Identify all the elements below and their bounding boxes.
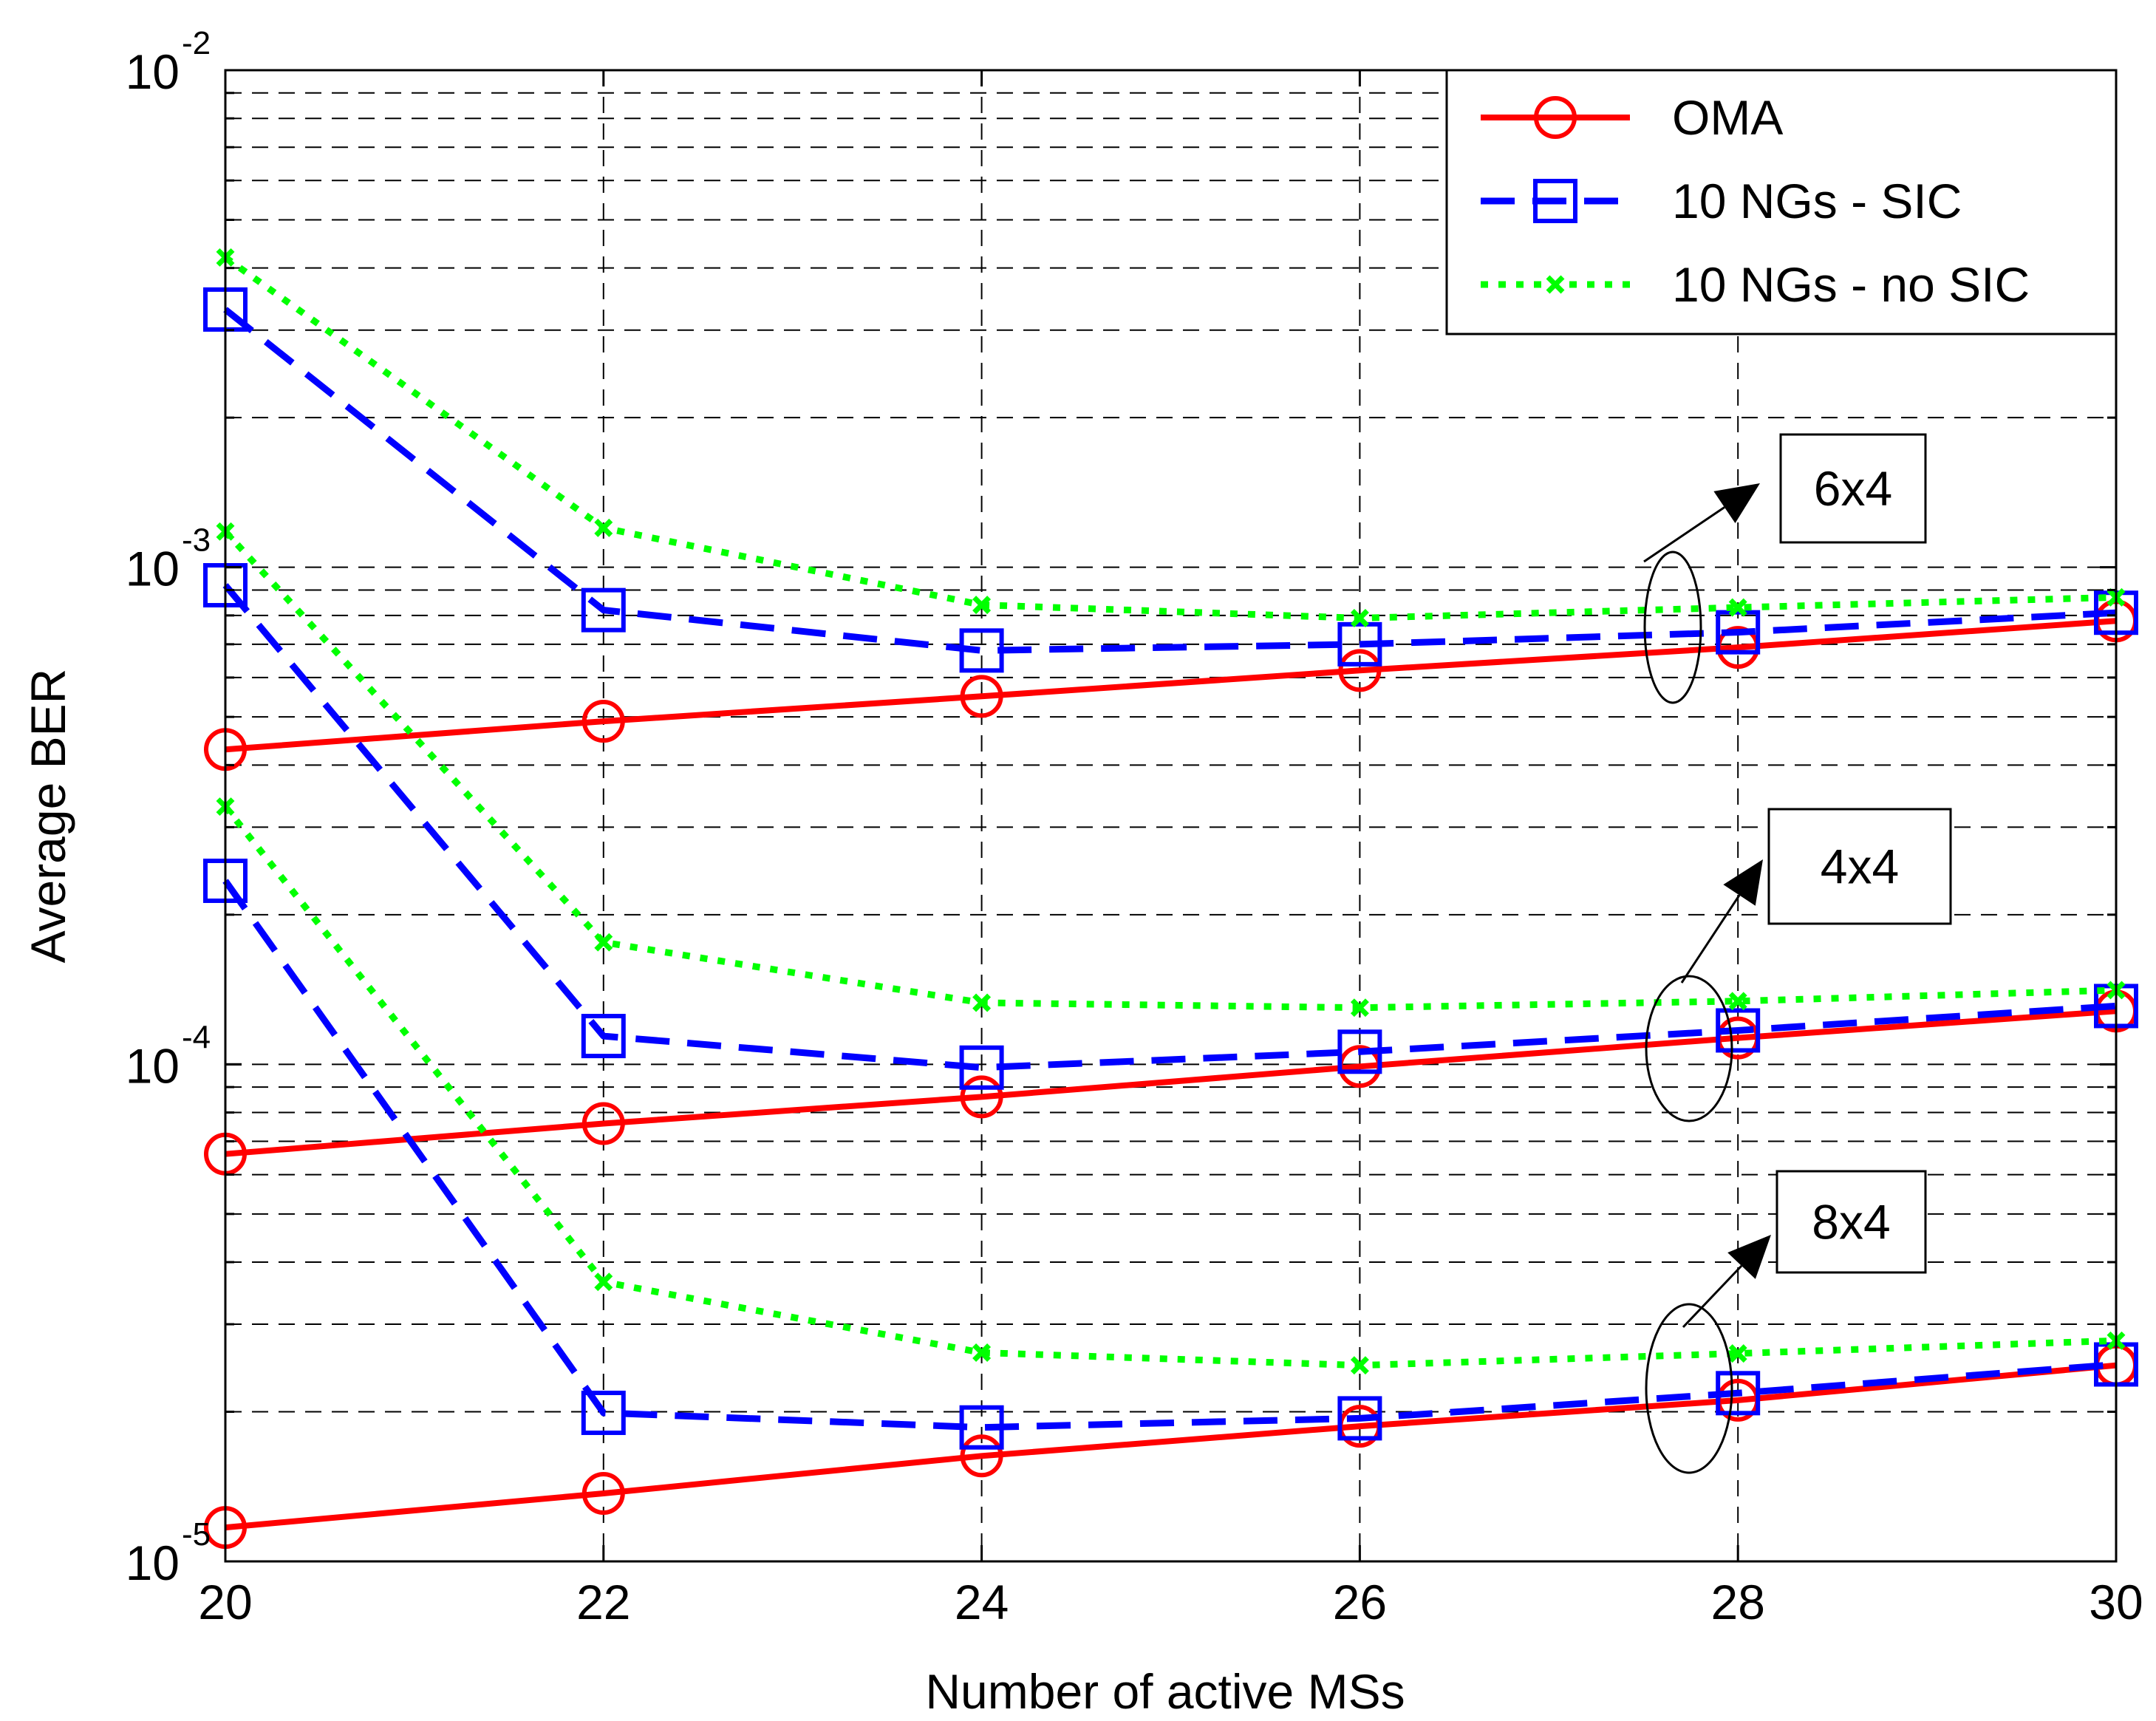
y-tick-label-exponent: -4 xyxy=(182,1019,211,1055)
x-tick-label: 28 xyxy=(1710,1575,1764,1629)
data-point xyxy=(1350,998,1369,1018)
series-line xyxy=(222,879,2117,1431)
legend-marker xyxy=(1534,96,1577,139)
series-line xyxy=(222,529,2117,1012)
y-tick-label-exponent: -2 xyxy=(182,25,211,61)
data-point xyxy=(972,596,992,615)
legend-label: 10 NGs - SIC xyxy=(1672,174,1962,228)
y-tick-label: 10 xyxy=(126,1536,180,1590)
data-point xyxy=(581,1390,626,1435)
group-label: 6x4 xyxy=(1814,461,1892,516)
group-label-box xyxy=(1767,808,1952,925)
data-point xyxy=(1337,1396,1382,1441)
x-tick-label: 22 xyxy=(576,1575,630,1629)
data-point xyxy=(581,587,626,633)
data-point xyxy=(972,1343,992,1362)
data-point xyxy=(1337,1029,1382,1074)
y-tick-label: 10 xyxy=(126,1038,180,1093)
group-label-box xyxy=(1779,433,1927,544)
group-arrow-shaft xyxy=(1643,506,1725,563)
x-tick-label: 30 xyxy=(2089,1575,2143,1629)
data-point xyxy=(1716,1371,1761,1416)
data-point xyxy=(1337,621,1382,667)
data-point xyxy=(581,1102,625,1145)
data-point xyxy=(594,933,613,952)
data-point xyxy=(1338,649,1382,692)
y-tick-label-exponent: -3 xyxy=(182,522,211,559)
group-ellipse xyxy=(1643,551,1702,704)
data-point xyxy=(594,518,613,537)
legend-label: OMA xyxy=(1672,90,1783,145)
group-label-box xyxy=(1775,1170,1927,1274)
x-tick-label: 26 xyxy=(1333,1575,1387,1629)
data-point xyxy=(581,1472,625,1516)
plot-area-frame xyxy=(224,69,2118,1563)
series-line xyxy=(222,804,2117,1369)
data-point xyxy=(1350,609,1369,628)
y-axis-label: Average BER xyxy=(21,669,75,964)
data-point xyxy=(1728,1344,1747,1363)
data-point xyxy=(1716,610,1761,655)
legend-marker xyxy=(1546,275,1565,294)
series-line xyxy=(222,583,2117,1071)
series-line xyxy=(225,618,2117,753)
data-point xyxy=(1728,598,1747,617)
y-tick-label: 10 xyxy=(126,44,180,99)
series-line xyxy=(225,1362,2117,1531)
group-label: 8x4 xyxy=(1812,1195,1890,1250)
data-point xyxy=(960,1075,1003,1119)
legend-marker xyxy=(1533,179,1577,223)
data-point xyxy=(581,1014,626,1059)
group-annotations: 6x4 4x4 8x4 xyxy=(1643,433,1952,1474)
legend-label: 10 NGs - no SIC xyxy=(1672,257,2030,312)
data-point xyxy=(1728,992,1747,1011)
data-series xyxy=(203,248,2138,1550)
data-point xyxy=(594,1272,613,1292)
data-point xyxy=(960,675,1003,718)
group-arrow-head xyxy=(1713,483,1760,524)
group-arrow-shaft xyxy=(1682,1264,1743,1329)
group-label: 4x4 xyxy=(1821,839,1899,894)
y-tick-label: 10 xyxy=(126,542,180,596)
series-line xyxy=(223,307,2117,654)
data-point xyxy=(960,1434,1003,1478)
data-point xyxy=(959,1045,1004,1090)
legend: OMA 10 NGs - SIC 10 NGs - no SIC xyxy=(1445,69,2118,335)
group-ellipse xyxy=(1645,975,1733,1122)
data-point xyxy=(959,628,1004,673)
series-line xyxy=(223,254,2117,621)
y-tick-label-exponent: -5 xyxy=(182,1516,211,1553)
data-point xyxy=(581,700,625,743)
x-axis-label: Number of active MSs xyxy=(925,1664,1405,1719)
series-line xyxy=(225,1008,2117,1157)
data-point xyxy=(1716,1008,1761,1053)
data-point xyxy=(1350,1356,1369,1375)
group-arrow-head xyxy=(1723,859,1763,906)
data-point xyxy=(972,993,992,1012)
data-point xyxy=(959,1405,1004,1450)
x-tick-label: 20 xyxy=(198,1575,252,1629)
group-arrow-head xyxy=(1727,1235,1771,1279)
x-tick-label: 24 xyxy=(955,1575,1009,1629)
group-ellipse xyxy=(1645,1303,1733,1474)
group-arrow-shaft xyxy=(1680,894,1741,984)
